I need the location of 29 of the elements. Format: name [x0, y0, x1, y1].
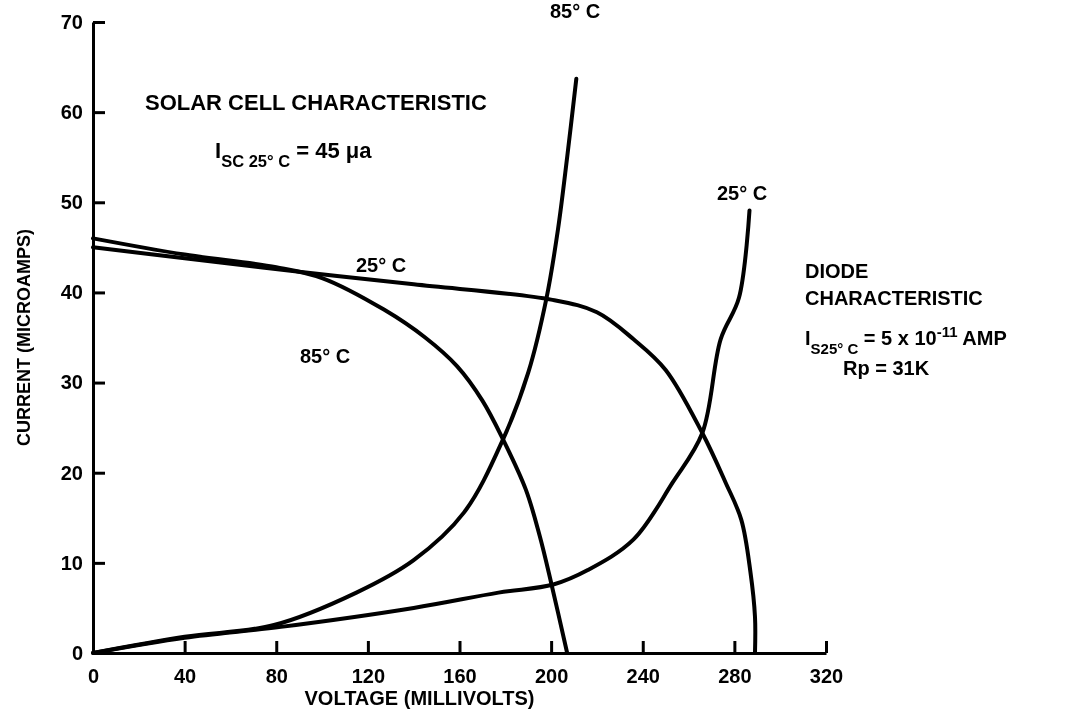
annotation: SOLAR CELL CHARACTERISTIC	[145, 90, 487, 115]
y-tick-label: 60	[60, 101, 83, 124]
y-tick-label: 30	[60, 371, 83, 394]
text: 85° C	[550, 0, 601, 22]
x-tick-label: 40	[174, 665, 197, 688]
annotation: 25° C	[717, 182, 768, 204]
x-tick-label: 160	[443, 665, 477, 688]
annotation: I$_{SC 25° C}$ = 45 μa	[215, 138, 373, 170]
x-tick-label: 280	[718, 665, 752, 688]
annotation: CHARACTERISTIC	[805, 287, 983, 309]
y-tick-label: 70	[60, 10, 83, 33]
x-tick-label: 0	[87, 665, 100, 688]
y-tick-label: 10	[60, 551, 83, 574]
y-tick-label: 50	[60, 191, 83, 214]
x-tick-label: 200	[534, 665, 569, 688]
annotation: 25° C	[356, 254, 407, 276]
x-tick-label: 120	[351, 665, 386, 688]
x-axis-title: VOLTAGE (MILLIVOLTS)	[304, 687, 535, 709]
x-tick-label: 240	[626, 665, 660, 688]
annotation: I$_{S25° C}$ = 5 x 10$^{-11}$ AMP	[805, 322, 1007, 357]
y-axis-title: CURRENT (MICROAMPS)	[14, 229, 34, 446]
y-tick-label: 0	[71, 641, 83, 664]
x-tick-label: 80	[265, 665, 288, 688]
annotation: 85° C	[300, 345, 351, 367]
y-tick-label: 40	[60, 281, 83, 304]
text: Rp = 31K	[843, 357, 930, 379]
y-tick-label: 20	[60, 461, 83, 484]
annotation: DIODE	[805, 260, 869, 282]
x-tick-label: 320	[809, 665, 844, 688]
